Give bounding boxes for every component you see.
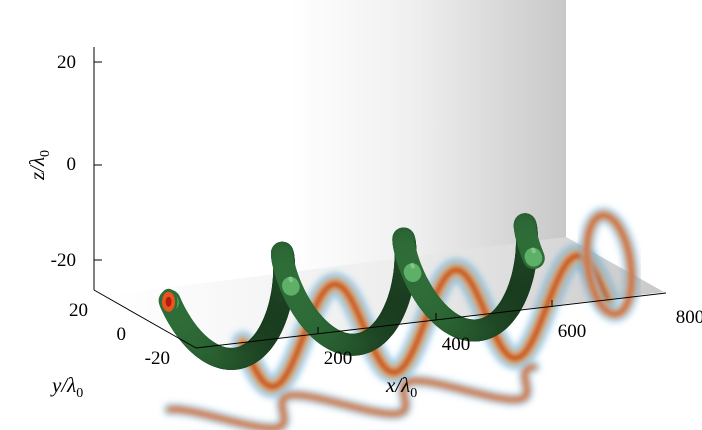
helix-highlight [531,247,536,254]
helix-highlight [410,262,415,269]
z-tick-label: 0 [67,154,77,175]
x-axis-line [195,292,667,349]
x-tick-label: 600 [558,321,587,342]
y-tick-labels: 20 0 -20 [69,300,170,369]
y-tick-label: 20 [69,300,88,321]
x-tick-labels: 200 400 600 800 [317,300,702,369]
x-tick-label: 400 [442,334,471,355]
helix-highlight [288,276,294,283]
z-axis-label: z/λ0 [25,150,53,181]
xy-projection-band [168,365,535,430]
x-tick-label: 200 [324,348,353,369]
xy-plane-projection [163,360,541,430]
yz-projection-ring [585,213,634,316]
axes [93,47,667,349]
z-tick-label: 20 [57,52,76,73]
helix-segment [403,263,422,282]
x-axis-label: x/λ0 [385,373,417,401]
y-tick-label: -20 [145,348,170,369]
y-tick-label: 0 [117,324,127,345]
xz-wall-panel [290,0,566,300]
helix-cap-core [165,296,172,307]
y-axis-label: y/λ0 [50,373,83,401]
helix-segment [524,247,543,267]
x-tick-label: 800 [676,307,702,328]
yz-plane-projection [578,206,641,323]
helix-tube [158,213,545,370]
z-tick-labels: 20 0 -20 [51,52,102,271]
z-tick-label: -20 [51,250,76,271]
y-axis-line [93,289,197,349]
helix-segment [282,276,300,296]
